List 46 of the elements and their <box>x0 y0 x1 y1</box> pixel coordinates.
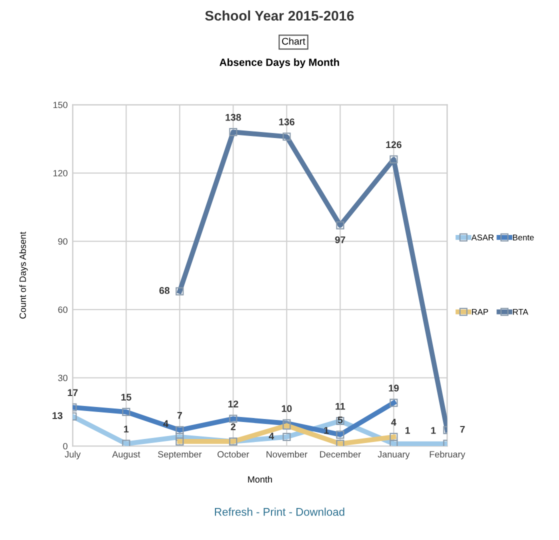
data-label: 4 <box>391 418 396 426</box>
data-label: 13 <box>52 412 62 420</box>
x-tick-label: February <box>430 450 466 460</box>
legend-label: ASAR <box>471 234 494 240</box>
y-tick-label: 0 <box>63 443 68 450</box>
data-label: 68 <box>159 287 170 294</box>
y-tick-label: 60 <box>58 306 68 313</box>
legend-label: Bente <box>513 234 534 240</box>
data-label: 97 <box>335 236 346 244</box>
data-label: 1 <box>405 427 410 434</box>
x-tick-label: August <box>112 451 140 460</box>
data-label: 10 <box>282 405 292 412</box>
data-label: 4 <box>268 432 274 440</box>
data-label: 126 <box>386 141 402 148</box>
x-axis-title: Month <box>248 476 272 483</box>
data-label: 5 <box>338 416 343 424</box>
data-label: 138 <box>226 114 241 121</box>
y-axis-title: Count of Days Absent <box>19 232 28 319</box>
data-label: 1 <box>124 426 129 432</box>
y-tick-label: 30 <box>58 374 68 382</box>
chart-subtitle: Absence Days by Month <box>220 58 340 68</box>
x-tick-label: September <box>158 450 202 460</box>
data-label: 136 <box>279 118 294 126</box>
data-label: 1 <box>431 427 436 434</box>
text: Refresh - Print - Download <box>214 508 344 516</box>
y-tick-label: 150 <box>53 102 68 108</box>
data-label: 19 <box>388 384 399 392</box>
text: Chart <box>282 38 306 45</box>
y-tick-label: 90 <box>58 238 68 245</box>
legend-label: RAP <box>472 309 488 315</box>
x-tick-label: December <box>320 450 361 458</box>
data-label: 2 <box>230 423 236 430</box>
data-label: 17 <box>68 389 78 396</box>
chart-title: School Year 2015-2016 <box>205 10 354 21</box>
data-label: 12 <box>228 400 238 408</box>
x-tick-label: July <box>64 450 81 460</box>
data-label: 1 <box>324 427 329 434</box>
data-label: 15 <box>121 394 132 401</box>
data-label: 7 <box>177 412 182 419</box>
x-tick-label: November <box>266 450 308 458</box>
y-tick-label: 120 <box>53 170 68 176</box>
data-label: 11 <box>336 402 346 410</box>
data-label: 7 <box>460 426 465 433</box>
legend-label: RTA <box>513 309 528 315</box>
x-tick-label: October <box>218 450 250 458</box>
x-tick-label: January <box>378 451 410 460</box>
